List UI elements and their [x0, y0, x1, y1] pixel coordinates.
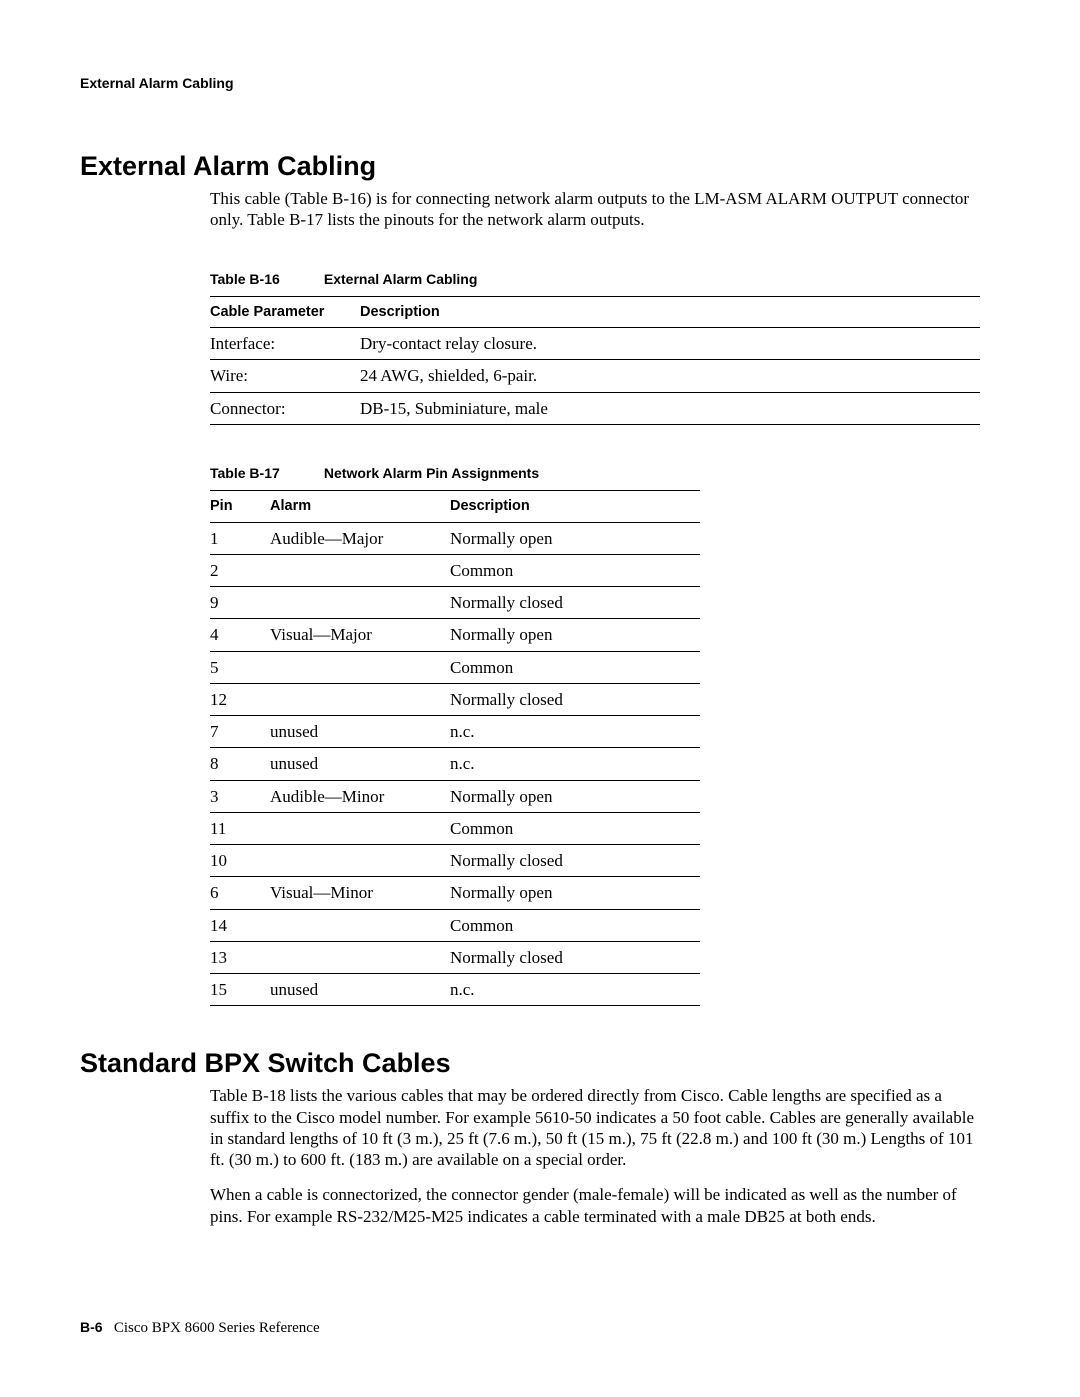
page-footer: B-6 Cisco BPX 8600 Series Reference [80, 1319, 320, 1337]
section2-paragraph-1: Table B-18 lists the various cables that… [210, 1085, 984, 1170]
table-cell: unused [270, 748, 450, 780]
table-cell: 15 [210, 974, 270, 1006]
table-cell: 14 [210, 909, 270, 941]
table-b17-header-0: Pin [210, 491, 270, 522]
table-cell [270, 587, 450, 619]
table-cell: Audible—Minor [270, 780, 450, 812]
table-cell: 9 [210, 587, 270, 619]
table-cell: Visual—Major [270, 619, 450, 651]
table-cell: Common [450, 554, 700, 586]
page: External Alarm Cabling External Alarm Ca… [0, 0, 1080, 1397]
table-row: 3Audible—MinorNormally open [210, 780, 700, 812]
table-cell: n.c. [450, 748, 700, 780]
table-cell: 5 [210, 651, 270, 683]
table-row: 2 Common [210, 554, 700, 586]
footer-doc-title [106, 1320, 114, 1336]
table-b16-caption: Table B-16 External Alarm Cabling [210, 271, 984, 289]
table-cell: 2 [210, 554, 270, 586]
table-row: 6Visual—MinorNormally open [210, 877, 700, 909]
table-cell: Normally closed [450, 587, 700, 619]
table-row: 13 Normally closed [210, 941, 700, 973]
table-row: 14 Common [210, 909, 700, 941]
table-cell: Dry-contact relay closure. [360, 328, 980, 360]
section-title-external-alarm: External Alarm Cabling [80, 151, 984, 182]
table-row: 5 Common [210, 651, 700, 683]
table-row: 10 Normally closed [210, 845, 700, 877]
table-cell: Connector: [210, 392, 360, 424]
table-cell: 6 [210, 877, 270, 909]
section2-paragraph-2: When a cable is connectorized, the conne… [210, 1184, 984, 1227]
table-cell: 10 [210, 845, 270, 877]
table-cell: 1 [210, 522, 270, 554]
table-b16-caption-title: External Alarm Cabling [324, 271, 478, 287]
section-title-standard-bpx: Standard BPX Switch Cables [80, 1048, 984, 1079]
table-cell: Normally closed [450, 683, 700, 715]
table-cell [270, 909, 450, 941]
footer-page-number: B-6 [80, 1319, 103, 1335]
table-cell: Normally open [450, 522, 700, 554]
table-cell: 7 [210, 716, 270, 748]
table-cell: Normally closed [450, 941, 700, 973]
table-row: Interface:Dry-contact relay closure. [210, 328, 980, 360]
body-block-2: Table B-18 lists the various cables that… [210, 1085, 984, 1227]
table-cell: Normally open [450, 619, 700, 651]
table-cell: Normally open [450, 780, 700, 812]
table-b16-header-1: Description [360, 297, 980, 328]
table-b17-caption-num: Table B-17 [210, 465, 320, 483]
table-b17-header-2: Description [450, 491, 700, 522]
table-cell: Wire: [210, 360, 360, 392]
table-cell [270, 812, 450, 844]
table-cell [270, 941, 450, 973]
table-b17-caption: Table B-17 Network Alarm Pin Assignments [210, 465, 984, 483]
table-cell: n.c. [450, 974, 700, 1006]
footer-doc-title-text: Cisco BPX 8600 Series Reference [114, 1320, 320, 1336]
table-cell: Interface: [210, 328, 360, 360]
table-cell [270, 554, 450, 586]
table-b17-header-1: Alarm [270, 491, 450, 522]
table-cell: 12 [210, 683, 270, 715]
table-cell: Normally open [450, 877, 700, 909]
body-block-1: This cable (Table B-16) is for connectin… [210, 188, 984, 1006]
table-cell: Normally closed [450, 845, 700, 877]
table-cell: 11 [210, 812, 270, 844]
table-cell: 4 [210, 619, 270, 651]
table-b17-header-row: Pin Alarm Description [210, 491, 700, 522]
table-row: Wire:24 AWG, shielded, 6-pair. [210, 360, 980, 392]
running-head: External Alarm Cabling [80, 75, 984, 91]
table-cell: 8 [210, 748, 270, 780]
table-row: 8unusedn.c. [210, 748, 700, 780]
table-b16-caption-num: Table B-16 [210, 271, 320, 289]
table-cell: Common [450, 909, 700, 941]
table-row: 11 Common [210, 812, 700, 844]
table-cell [270, 651, 450, 683]
table-cell: 13 [210, 941, 270, 973]
table-row: 1Audible—MajorNormally open [210, 522, 700, 554]
table-cell: unused [270, 974, 450, 1006]
table-cell: unused [270, 716, 450, 748]
table-row: 4Visual—MajorNormally open [210, 619, 700, 651]
table-cell [270, 683, 450, 715]
table-cell: Visual—Minor [270, 877, 450, 909]
section1-paragraph: This cable (Table B-16) is for connectin… [210, 188, 984, 231]
table-b16-header-0: Cable Parameter [210, 297, 360, 328]
table-cell: DB-15, Subminiature, male [360, 392, 980, 424]
table-cell [270, 845, 450, 877]
table-cell: n.c. [450, 716, 700, 748]
table-cell: 3 [210, 780, 270, 812]
table-b16: Cable Parameter Description Interface:Dr… [210, 296, 980, 425]
table-cell: 24 AWG, shielded, 6-pair. [360, 360, 980, 392]
table-row: 9 Normally closed [210, 587, 700, 619]
table-row: Connector:DB-15, Subminiature, male [210, 392, 980, 424]
table-row: 7unusedn.c. [210, 716, 700, 748]
table-b16-header-row: Cable Parameter Description [210, 297, 980, 328]
table-cell: Common [450, 651, 700, 683]
table-row: 15unusedn.c. [210, 974, 700, 1006]
table-row: 12 Normally closed [210, 683, 700, 715]
table-b17: Pin Alarm Description 1Audible—MajorNorm… [210, 490, 700, 1006]
table-b17-caption-title: Network Alarm Pin Assignments [324, 465, 539, 481]
table-cell: Common [450, 812, 700, 844]
table-cell: Audible—Major [270, 522, 450, 554]
